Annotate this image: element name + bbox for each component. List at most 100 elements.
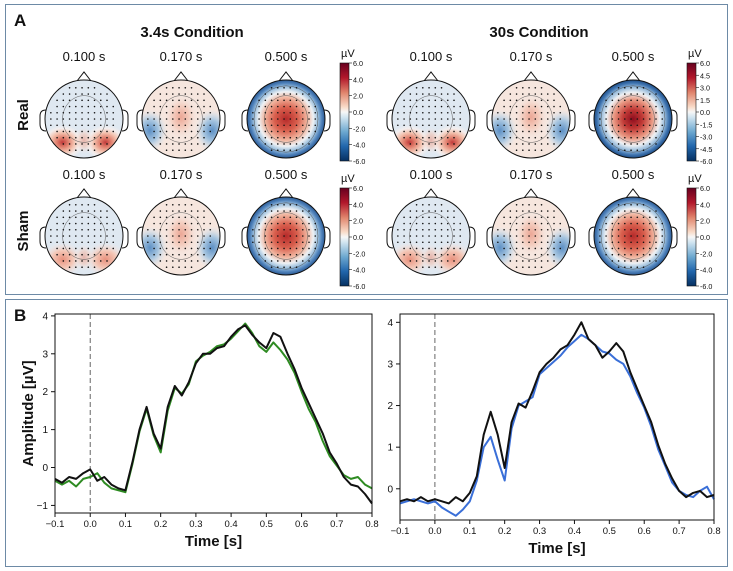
x-tick-label: 0.2 [154,519,167,530]
colorbar-tick-label: 4.5 [700,71,710,80]
head-nose [76,71,92,82]
topomap-9 [386,188,476,276]
head-left-ear [486,226,494,249]
colorbar-tick-label: 2.0 [353,92,363,101]
topomap-6 [39,188,129,276]
colorbar-tick-label: 4.0 [353,200,363,209]
y-tick-label: 4 [387,318,393,329]
colorbar-gradient [339,187,350,287]
colorbar-tick-label: -1.5 [700,120,712,129]
colorbar-unit: µV [341,48,355,60]
plot-frame [54,313,373,514]
x-tick-label: 0.1 [119,519,132,530]
colorbar-tick-label: -6.0 [700,157,712,166]
head-left-ear [588,109,596,132]
colorbar-tick-label: 3.0 [700,84,710,93]
head-right-ear [323,226,331,249]
plot-frame [399,313,715,521]
head-nose [173,188,189,199]
panel-b: B −0.1 0.0 0.1 0.2 0.3 0.4 0.5 0.6 0.7 0.8 −1 0 1 2 3 4… [5,299,728,567]
head-left-ear [136,226,144,249]
panel-a: A 3.4s Condition 30s Condition Real Sham 0.1… [5,4,728,295]
topomap-2 [241,71,331,159]
head-right-ear [670,226,678,249]
x-tick-label: −0.1 [46,519,65,530]
head-nose [173,71,189,82]
head-nose [523,71,539,82]
x-tick-label: 0.7 [673,526,686,537]
topomap-3 [386,71,476,159]
colorbar-gradient [686,187,697,287]
x-tick-label: 0.7 [330,519,343,530]
colorbar-tick-label: -6.0 [353,282,365,291]
y-tick-label: 1 [387,443,393,454]
y-tick-label: 3 [387,359,393,370]
row-label: Real [15,99,32,131]
colorbar-unit: µV [341,173,355,185]
head-outline [593,79,673,159]
colorbar-tick-label: 4.0 [700,200,710,209]
x-tick-label: 0.3 [533,526,546,537]
head-left-ear [39,109,47,132]
x-tick-label: 0.5 [603,526,616,537]
colorbar-tick-label: -6.0 [700,282,712,291]
colorbar-tick-label: 0.0 [700,108,710,117]
colorbar-tick-label: -3.0 [700,133,712,142]
colorbar-2: µV6.0 4.0 2.0 0.0 -2.0 -4.0 -6.0 [339,173,365,291]
topomap-1 [136,71,226,159]
head-nose [523,188,539,199]
x-tick-label: 0.4 [568,526,581,537]
head-left-ear [39,226,47,249]
erp-charts: −0.1 0.0 0.1 0.2 0.3 0.4 0.5 0.6 0.7 0.8 −1 0 1 2 3 4 Ti… [20,311,721,557]
x-tick-label: 0.3 [189,519,202,530]
y-tick-label: 4 [42,311,48,322]
colorbar-tick-label: 0.0 [353,108,363,117]
series-black [399,321,715,505]
x-tick-label: 0.2 [498,526,511,537]
head-left-ear [386,109,394,132]
series-blue [399,333,715,517]
head-outline [141,79,221,159]
x-tick-label: 0.1 [463,526,476,537]
head-left-ear [486,109,494,132]
colorbar-unit: µV [688,173,702,185]
x-tick-label: 0.8 [707,526,720,537]
colorbar-3: µV6.0 4.0 2.0 0.0 -2.0 -4.0 -6.0 [686,173,712,291]
head-nose [278,71,294,82]
condition-title: 30s Condition [489,24,588,41]
head-right-ear [468,226,476,249]
time-label: 0.170 s [510,167,553,182]
colorbar-tick-label: -4.0 [700,266,712,275]
colorbar-tick-label: 0.0 [353,233,363,242]
y-tick-label: 2 [387,401,393,412]
colorbar-tick-label: -2.0 [353,124,365,133]
head-right-ear [568,226,576,249]
head-outline [246,196,326,276]
head-outline [44,196,124,276]
series-green [54,322,373,494]
head-nose [76,188,92,199]
topomap-8 [241,188,331,276]
x-tick-label: −0.1 [391,526,410,537]
colorbar-tick-label: -2.0 [353,249,365,258]
colorbar-tick-label: -4.0 [353,266,365,275]
erp-chart-0: −0.1 0.0 0.1 0.2 0.3 0.4 0.5 0.6 0.7 0.8 −1 0 1 2 3 4 Ti… [20,311,379,550]
topomap-grid: 3.4s Condition 30s Condition Real Sham 0.100… [15,24,712,291]
head-left-ear [241,109,249,132]
topomap-0 [39,71,129,159]
colorbar-tick-label: 1.5 [700,96,710,105]
head-outline [491,196,571,276]
colorbar-tick-label: -2.0 [700,249,712,258]
time-label: 0.500 s [265,167,308,182]
y-tick-label: 2 [42,387,48,398]
head-right-ear [121,226,129,249]
head-right-ear [121,109,129,132]
time-label: 0.100 s [63,49,106,64]
head-right-ear [323,109,331,132]
colorbar-unit: µV [688,48,702,60]
head-outline [44,79,124,159]
time-label: 0.170 s [510,49,553,64]
time-label: 0.170 s [160,49,203,64]
time-label: 0.500 s [612,167,655,182]
y-tick-label: 1 [42,425,48,436]
